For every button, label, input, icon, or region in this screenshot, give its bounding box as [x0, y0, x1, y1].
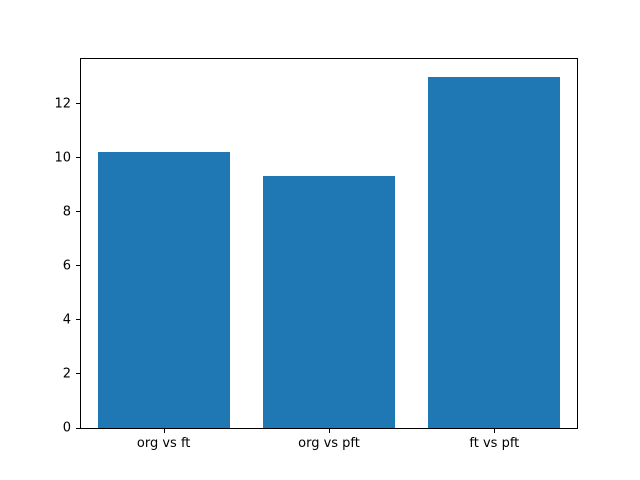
plot-area: org vs ft org vs pft ft vs pft 0 2 4 6 8 10 12	[54, 58, 578, 451]
y-tick-label-2: 2	[62, 366, 71, 382]
y-tick-mark-12	[76, 103, 80, 105]
x-tick-label-ft-vs-pft: ft vs pft	[469, 436, 520, 451]
y-tick-mark-10	[76, 157, 80, 159]
y-tick-label-6: 6	[62, 258, 71, 274]
x-tick-mark-org-vs-ft	[163, 429, 165, 433]
bar-org-vs-pft	[262, 175, 396, 428]
y-tick-label-4: 4	[62, 312, 71, 328]
y-tick-label-10: 10	[54, 150, 71, 166]
y-tick-mark-2	[76, 373, 80, 375]
y-tick-mark-0	[76, 427, 80, 429]
y-tick-label-12: 12	[54, 96, 71, 112]
bar-org-vs-ft	[97, 152, 230, 428]
x-tick-mark-ft-vs-pft	[494, 429, 496, 433]
y-tick-mark-8	[76, 211, 80, 213]
bar-ft-vs-pft	[428, 76, 561, 428]
x-tick-label-org-vs-pft: org vs pft	[298, 436, 360, 451]
x-tick-label-org-vs-ft: org vs ft	[136, 436, 191, 451]
x-tick-mark-org-vs-pft	[329, 429, 330, 433]
y-tick-label-0: 0	[62, 420, 71, 436]
y-tick-mark-4	[76, 319, 80, 321]
y-tick-label-8: 8	[62, 204, 71, 220]
y-tick-mark-6	[76, 265, 80, 267]
